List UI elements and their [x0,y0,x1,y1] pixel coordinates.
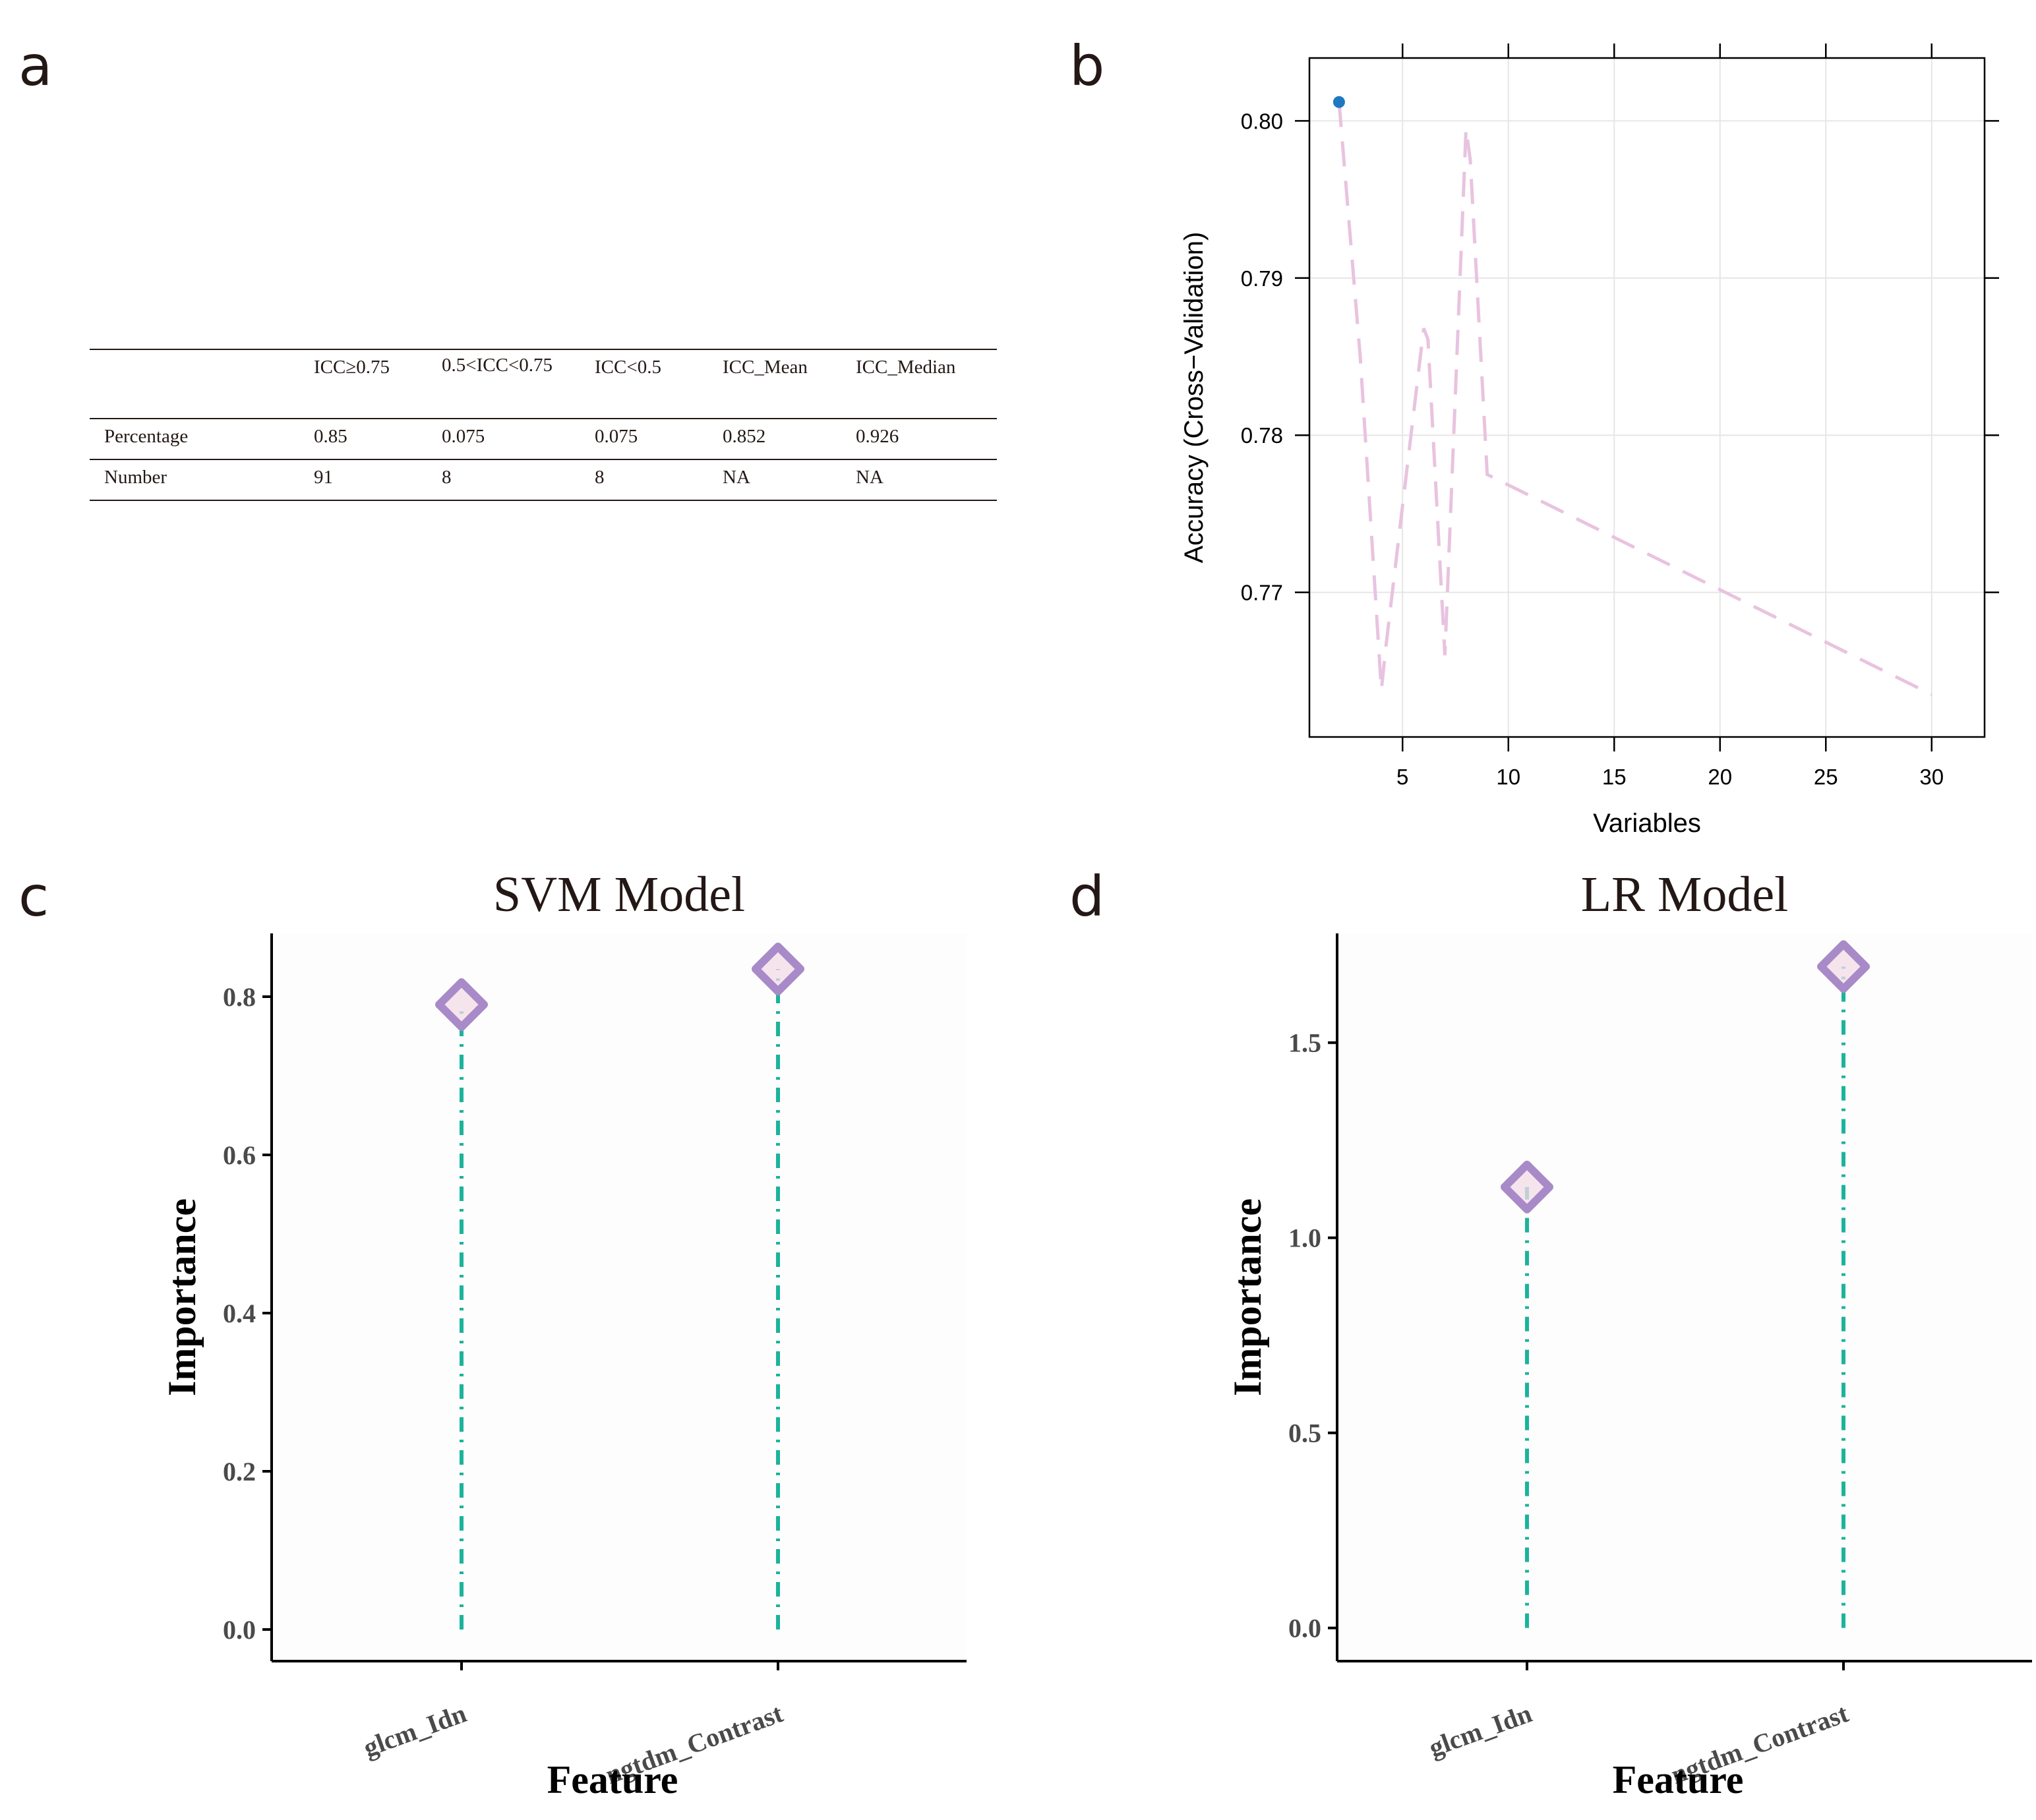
table-cell: 0.85 [314,426,347,447]
table-bottom-rule [90,500,997,501]
table-row-label: Number [104,467,167,488]
table-cell: 8 [595,467,605,488]
table-row-label: Percentage [104,426,189,447]
table-top-rule [90,349,997,350]
x-tick-label: 10 [1496,765,1520,789]
x-tick-label: 25 [1814,765,1838,789]
x-tick-label: 5 [1396,765,1408,789]
panel-label-a: a [18,34,53,98]
table-header-cell: ICC≥0.75 [314,357,390,378]
y-tick-label: 0.79 [1241,266,1283,291]
table-header-cell: ICC_Mean [723,357,808,378]
table-cell: 91 [314,467,333,488]
table-header-cell: 0.5<ICC<0.75 [442,355,553,376]
y-tick-label: 0.78 [1241,423,1283,448]
table-header-cell: ICC_Median [856,357,956,378]
y-tick-label: 0.77 [1241,581,1283,605]
table-cell: 0.075 [442,426,485,447]
x-tick-label: 15 [1602,765,1627,789]
panel-label-b: b [1069,34,1105,98]
table-cell: 0.852 [723,426,766,447]
table-row-rule [90,459,997,460]
plot-frame [1308,57,1986,738]
y-axis-label: Accuracy (Cross−Validation) [1180,232,1209,564]
table-header-rule [90,418,997,419]
x-axis-label: Variables [1593,809,1701,838]
panel-label-d: d [1069,864,1105,929]
x-tick-label: 20 [1708,765,1732,789]
table-cell: NA [723,467,750,488]
table-cell: NA [856,467,883,488]
x-tick-label: 30 [1919,765,1944,789]
table-cell: 8 [442,467,452,488]
table-header-cell: ICC<0.5 [595,357,661,378]
table-cell: 0.926 [856,426,899,447]
accuracy-series-line [1337,102,1932,696]
y-tick-label: 0.80 [1241,109,1283,133]
table-cell: 0.075 [595,426,638,447]
panel-label-c: c [18,864,49,929]
best-point-marker [1332,96,1345,108]
